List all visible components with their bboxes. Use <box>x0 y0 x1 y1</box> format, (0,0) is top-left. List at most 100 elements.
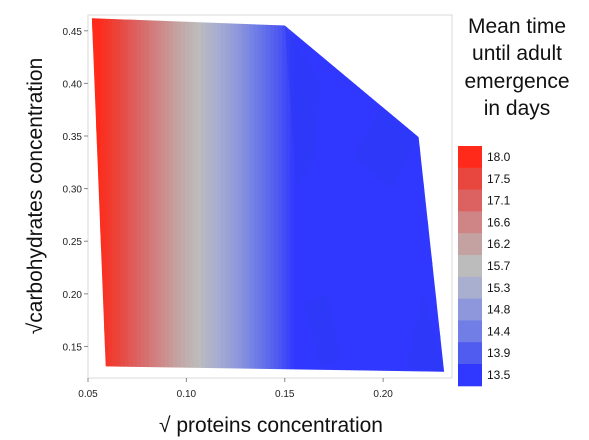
contour-band <box>290 18 295 372</box>
contour-band <box>205 18 210 372</box>
contour-band <box>249 18 255 372</box>
legend-swatch <box>458 342 482 365</box>
contour-band <box>148 18 154 372</box>
contour-band <box>229 18 235 372</box>
contour-band <box>221 18 227 372</box>
contour-band <box>116 18 121 372</box>
contour-band <box>326 18 332 372</box>
contour-band <box>124 18 130 372</box>
legend-title-line-4: in days <box>484 97 551 120</box>
contour-band <box>304 293 340 368</box>
contour-band <box>160 18 166 372</box>
legend-title-line-2: until adult <box>472 42 562 65</box>
contour-band <box>395 18 401 372</box>
contour-band <box>284 25 321 189</box>
contour-band <box>375 18 380 372</box>
contour-band <box>233 18 239 372</box>
contour-band <box>310 18 316 372</box>
contour-band <box>282 18 287 372</box>
contour-band <box>306 18 312 372</box>
contour-band <box>354 18 360 372</box>
contour-band <box>334 18 340 372</box>
contour-band <box>225 18 231 372</box>
contour-band <box>383 18 388 372</box>
y-axis-ticks: 0.15 0.20 0.25 0.30 0.35 0.40 0.45 <box>63 27 88 353</box>
contour-band <box>406 293 445 372</box>
contour-band <box>278 18 283 372</box>
legend-label: 14.8 <box>487 303 511 317</box>
contour-band <box>128 18 134 372</box>
contour-band <box>100 18 105 372</box>
contour-band <box>399 18 405 372</box>
contour-band <box>342 18 348 372</box>
y-tick-label: 0.20 <box>63 290 83 301</box>
contour-band <box>338 18 344 372</box>
contour-band <box>120 18 125 372</box>
legend-label: 16.2 <box>487 237 511 251</box>
contour-band <box>274 18 279 372</box>
contour-band <box>185 18 190 372</box>
y-tick-label: 0.25 <box>63 237 83 248</box>
contour-band <box>294 18 299 372</box>
contour-band <box>193 18 198 372</box>
legend-swatch <box>458 189 482 212</box>
contour-band <box>172 18 178 372</box>
contour-band <box>140 18 146 372</box>
y-tick-label: 0.15 <box>63 342 83 353</box>
contour-band <box>168 18 174 372</box>
legend-label: 18.0 <box>487 150 511 164</box>
legend-swatch <box>458 276 482 300</box>
legend-swatch <box>458 167 482 191</box>
contour-band <box>189 18 194 372</box>
y-tick-label: 0.40 <box>63 79 83 90</box>
contour-band <box>318 18 324 372</box>
contour-band <box>415 18 421 372</box>
y-axis-title: √carbohydrates concentration <box>24 58 47 335</box>
contour-band <box>314 18 320 372</box>
contour-band <box>353 109 419 189</box>
contour-band <box>132 18 138 372</box>
legend-swatch <box>458 298 482 321</box>
legend-swatch <box>458 211 482 234</box>
contour-band <box>387 18 392 372</box>
legend-swatch <box>458 364 482 387</box>
contour-band <box>144 18 150 372</box>
legend-title-line-3: emergence <box>464 70 569 93</box>
contour-band <box>358 18 364 372</box>
contour-band <box>108 18 113 372</box>
legend-label: 16.6 <box>487 215 511 229</box>
contour-band <box>411 18 417 372</box>
legend-swatch <box>458 320 482 343</box>
contour-band <box>112 18 117 372</box>
legend-title-line-1: Mean time <box>468 15 566 38</box>
contour-band <box>209 18 214 372</box>
contour-band <box>156 18 162 372</box>
legend-label: 15.7 <box>487 259 511 273</box>
contour-band <box>363 18 368 372</box>
contour-band <box>181 18 186 372</box>
contour-band <box>176 18 182 372</box>
y-tick-label: 0.45 <box>63 27 83 38</box>
contour-band <box>164 18 170 372</box>
contour-band <box>201 18 206 372</box>
legend-swatch <box>458 233 482 256</box>
contour-band <box>104 18 109 372</box>
contour-band <box>350 18 356 372</box>
contour-band <box>270 18 275 372</box>
legend-swatch <box>458 255 482 278</box>
legend-label: 13.5 <box>487 368 511 382</box>
contour-band <box>152 18 158 372</box>
contour-band <box>286 18 291 372</box>
y-tick-label: 0.35 <box>63 132 83 143</box>
legend-label: 17.5 <box>487 172 511 186</box>
contour-band <box>298 18 303 372</box>
contour-band <box>217 18 223 372</box>
contour-band <box>346 18 352 372</box>
legend-colorbar: 18.0 17.5 17.1 16.6 16.2 15.7 15.3 14.8 14.4 13.9… <box>458 146 511 387</box>
legend-title: Mean time until adult emergence in days <box>464 15 569 120</box>
x-axis-ticks: 0.05 0.10 0.15 0.20 <box>78 378 393 400</box>
contour-band <box>322 18 328 372</box>
contour-band <box>379 18 384 372</box>
contour-band <box>371 18 376 372</box>
